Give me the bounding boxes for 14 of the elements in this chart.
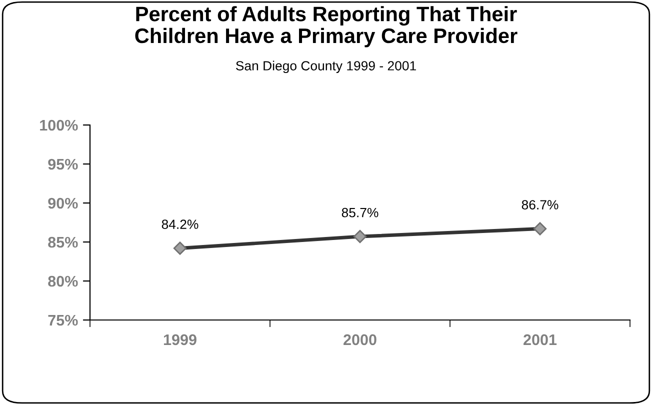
y-tick-label: 80%: [48, 276, 78, 287]
x-tick-label: 2001: [524, 334, 557, 346]
y-tick-label: 85%: [48, 236, 78, 248]
y-tick-label: 95%: [48, 158, 78, 170]
chart-title: Percent of Adults Reporting That Their Children Have a Primary Care Provider: [135, 6, 518, 48]
y-tick-label: 90%: [48, 198, 78, 209]
chart-subtitle: San Diego County 1999 - 2001: [236, 60, 416, 74]
text: 84.2%: [162, 220, 198, 229]
y-tick-label: 75%: [48, 314, 78, 326]
x-tick-label: 2000: [344, 334, 376, 346]
text: 86.7%: [522, 200, 558, 210]
text: 85.7%: [342, 208, 378, 218]
x-tick-label: 1999: [164, 334, 196, 346]
y-tick-label: 100%: [40, 120, 78, 131]
